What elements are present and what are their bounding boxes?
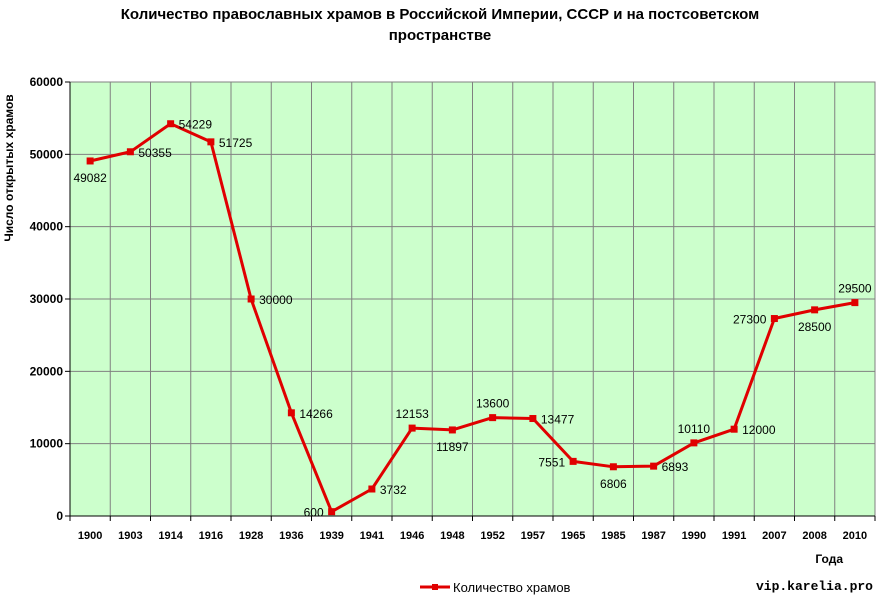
data-label: 6806 <box>600 477 627 491</box>
data-label: 13600 <box>476 397 510 411</box>
x-tick-label: 1914 <box>158 530 183 542</box>
data-label: 27300 <box>733 313 767 327</box>
x-tick-label: 1965 <box>561 530 585 542</box>
data-label: 600 <box>304 506 324 520</box>
x-tick-label: 1916 <box>199 530 223 542</box>
data-label: 28500 <box>798 320 832 334</box>
data-point <box>770 315 778 323</box>
x-axis-title: Года <box>815 552 843 566</box>
legend-marker-icon <box>420 584 450 590</box>
data-point <box>368 485 376 493</box>
data-point <box>489 414 497 422</box>
x-tick-label: 1957 <box>521 530 545 542</box>
x-tick-label: 1990 <box>682 530 706 542</box>
data-label: 50355 <box>138 146 172 160</box>
legend: Количество храмов <box>420 578 570 596</box>
data-point <box>86 157 94 165</box>
data-label: 12000 <box>742 423 776 437</box>
series-line <box>89 122 856 514</box>
x-tick-label: 1948 <box>440 530 464 542</box>
site-credit: vip.karelia.pro <box>755 579 873 594</box>
y-tick-label: 0 <box>56 509 63 523</box>
x-tick-label: 1936 <box>279 530 303 542</box>
x-tick-label: 2010 <box>843 530 867 542</box>
x-tick-label: 1941 <box>360 530 384 542</box>
x-tick-label: 2007 <box>762 530 786 542</box>
data-label: 13477 <box>541 413 575 427</box>
y-tick-label: 20000 <box>30 364 64 378</box>
data-point <box>851 299 859 307</box>
data-point <box>569 457 577 465</box>
y-tick-label: 10000 <box>30 437 64 451</box>
x-tick-label: 1900 <box>78 530 102 542</box>
x-tick-label: 1939 <box>319 530 343 542</box>
x-tick-label: 1928 <box>239 530 263 542</box>
data-point <box>408 424 416 432</box>
data-point <box>167 120 175 128</box>
data-point <box>448 426 456 434</box>
data-point <box>811 306 819 314</box>
data-label: 29500 <box>838 282 872 296</box>
x-tick-label: 1952 <box>480 530 504 542</box>
data-point <box>247 295 255 303</box>
x-tick-label: 1985 <box>601 530 625 542</box>
data-label: 12153 <box>395 407 429 421</box>
data-label: 49082 <box>73 171 107 185</box>
data-label: 6893 <box>662 460 689 474</box>
x-tick-label: 1903 <box>118 530 142 542</box>
data-label: 11897 <box>436 440 469 454</box>
data-label: 51725 <box>219 136 253 150</box>
data-label: 3732 <box>380 483 407 497</box>
data-label: 7551 <box>538 455 565 469</box>
data-point <box>207 138 215 146</box>
data-point <box>609 463 617 471</box>
data-point <box>287 409 295 417</box>
data-point <box>529 415 537 423</box>
x-tick-label: 1946 <box>400 530 424 542</box>
chart-title: Количество православных храмов в Российс… <box>120 6 760 44</box>
data-point <box>690 439 698 447</box>
x-tick-label: 2008 <box>802 530 826 542</box>
data-point <box>126 148 134 156</box>
data-point <box>650 462 658 470</box>
y-tick-label: 30000 <box>30 292 64 306</box>
data-point <box>730 425 738 433</box>
y-tick-label: 40000 <box>30 220 64 234</box>
data-label: 10110 <box>678 422 711 436</box>
y-tick-label: 50000 <box>30 147 64 161</box>
data-point <box>328 508 336 516</box>
legend-label: Количество храмов <box>453 579 571 595</box>
y-tick-label: 60000 <box>30 75 64 89</box>
data-label: 30000 <box>259 293 293 307</box>
x-tick-label: 1987 <box>641 530 665 542</box>
data-label: 14266 <box>299 407 333 421</box>
x-tick-label: 1991 <box>722 530 746 542</box>
y-axis-title: Число открытых храмов <box>2 94 16 241</box>
data-label: 54229 <box>179 118 213 132</box>
